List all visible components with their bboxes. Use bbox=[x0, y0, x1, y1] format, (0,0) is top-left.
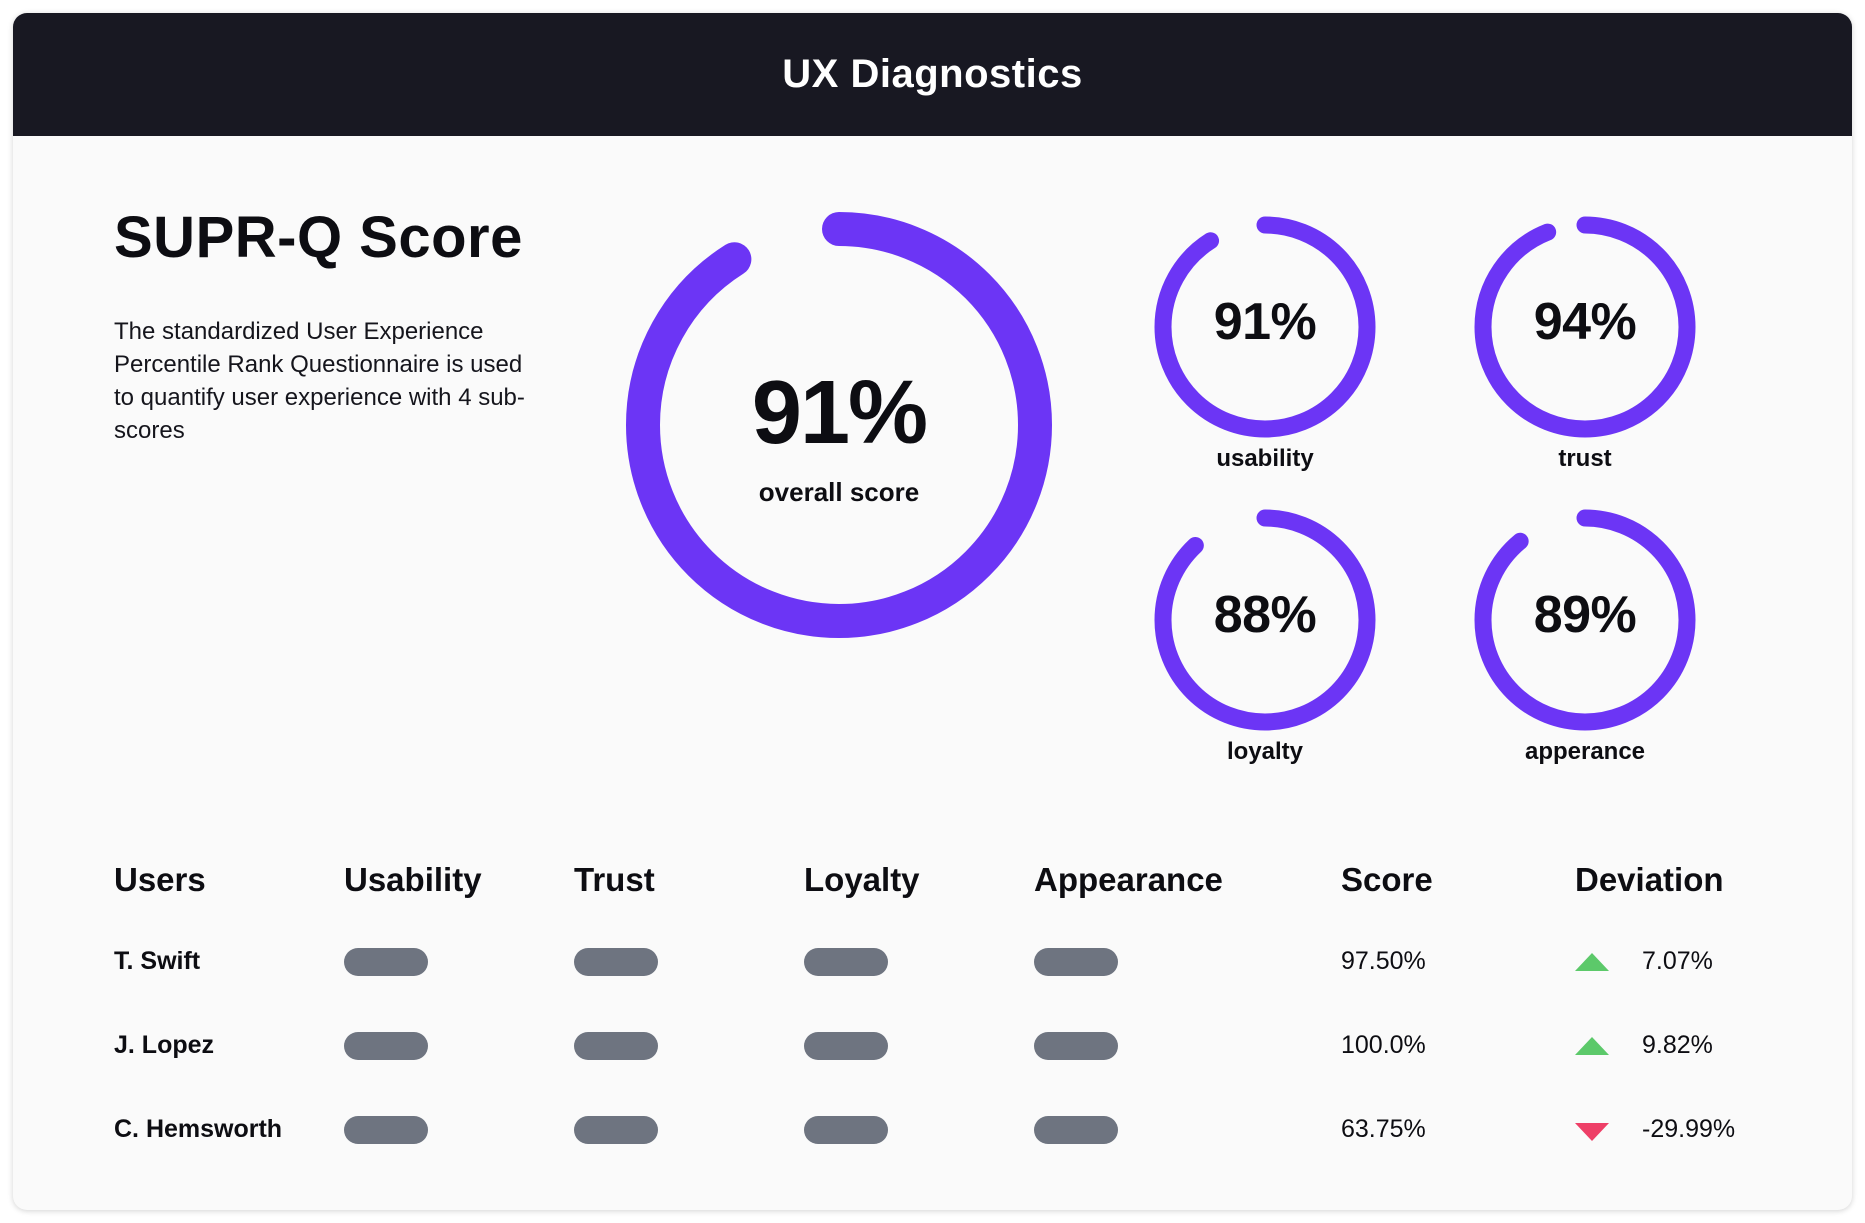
user-name: C. Hemsworth bbox=[114, 1115, 283, 1143]
trust-value: 94% bbox=[1533, 293, 1637, 351]
table-row: J. Lopez 100.0% 9.82% bbox=[114, 1025, 1814, 1065]
table-row: T. Swift 97.50% 7.07% bbox=[114, 941, 1814, 981]
usability-label: usability bbox=[1216, 445, 1314, 472]
user-deviation: -29.99% bbox=[1642, 1115, 1736, 1143]
trust-bar bbox=[574, 1032, 658, 1060]
trust-bar bbox=[574, 948, 658, 976]
column-header-score: Score bbox=[1341, 861, 1433, 898]
appearance-bar bbox=[1034, 1116, 1118, 1144]
appearance-ring bbox=[1474, 509, 1696, 731]
title-bar: UX Diagnostics bbox=[13, 13, 1852, 136]
trend-down-icon bbox=[1575, 1123, 1609, 1141]
column-header-trust: Trust bbox=[574, 861, 655, 898]
overall-score-label: overall score bbox=[758, 477, 920, 507]
diagnostics-card: UX Diagnostics SUPR-Q Score The standard… bbox=[13, 13, 1852, 1210]
trust-gauge: 94% trust bbox=[1465, 207, 1705, 472]
user-name: J. Lopez bbox=[114, 1031, 215, 1059]
usability-bar bbox=[344, 1032, 428, 1060]
loyalty-bar bbox=[804, 948, 888, 976]
user-score: 97.50% bbox=[1341, 947, 1426, 975]
overall-score-gauge: 91% overall score bbox=[621, 207, 1057, 643]
trend-up-icon bbox=[1575, 1037, 1609, 1055]
column-header-usability: Usability bbox=[344, 861, 482, 898]
user-score: 63.75% bbox=[1341, 1115, 1426, 1143]
loyalty-ring bbox=[1154, 509, 1376, 731]
overall-score-arc bbox=[626, 212, 1052, 638]
usability-ring bbox=[1154, 216, 1376, 438]
appearance-bar bbox=[1034, 1032, 1118, 1060]
usability-bar bbox=[344, 1116, 428, 1144]
trust-label: trust bbox=[1558, 445, 1612, 472]
appearance-bar bbox=[1034, 948, 1118, 976]
appearance-arc bbox=[1474, 509, 1696, 731]
loyalty-bar bbox=[804, 1116, 888, 1144]
trust-arc bbox=[1474, 216, 1696, 438]
appearance-label: apperance bbox=[1524, 738, 1646, 765]
overall-score-ring bbox=[626, 212, 1052, 638]
appearance-value: 89% bbox=[1533, 586, 1637, 644]
usability-gauge: 91% usability bbox=[1145, 207, 1385, 472]
trust-ring bbox=[1474, 216, 1696, 438]
column-header-deviation: Deviation bbox=[1575, 861, 1724, 898]
column-header-appearance: Appearance bbox=[1034, 861, 1223, 898]
user-name: T. Swift bbox=[114, 947, 201, 975]
page-title: UX Diagnostics bbox=[782, 52, 1083, 96]
column-header-users: Users bbox=[114, 861, 206, 898]
loyalty-gauge: 88% loyalty bbox=[1145, 500, 1385, 765]
loyalty-arc bbox=[1154, 509, 1376, 731]
loyalty-label: loyalty bbox=[1226, 738, 1304, 765]
overall-score-value: 91% bbox=[751, 363, 928, 463]
appearance-gauge: 89% apperance bbox=[1465, 500, 1705, 765]
usability-value: 91% bbox=[1213, 293, 1317, 351]
user-score: 100.0% bbox=[1341, 1031, 1426, 1059]
user-deviation: 7.07% bbox=[1642, 947, 1713, 975]
usability-arc bbox=[1154, 216, 1376, 438]
column-header-loyalty: Loyalty bbox=[804, 861, 920, 898]
supr-q-description: The standardized User Experience Percent… bbox=[114, 318, 525, 444]
supr-q-title: SUPR-Q Score bbox=[114, 205, 523, 270]
loyalty-value: 88% bbox=[1213, 586, 1317, 644]
usability-bar bbox=[344, 948, 428, 976]
user-deviation: 9.82% bbox=[1642, 1031, 1713, 1059]
table-row: C. Hemsworth 63.75% -29.99% bbox=[114, 1109, 1814, 1149]
trend-up-icon bbox=[1575, 953, 1609, 971]
trust-bar bbox=[574, 1116, 658, 1144]
loyalty-bar bbox=[804, 1032, 888, 1060]
